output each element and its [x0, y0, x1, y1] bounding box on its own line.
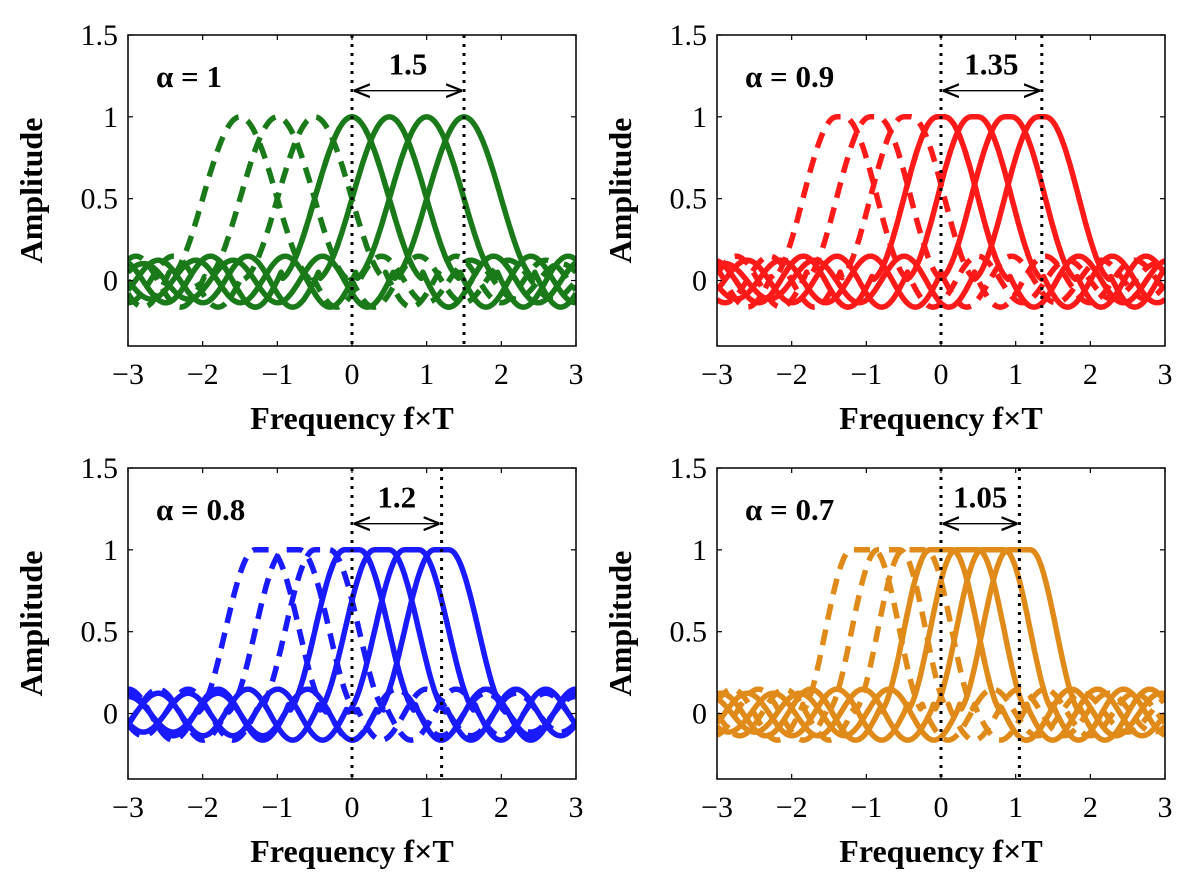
- solid-series-1: [717, 547, 1165, 743]
- x-tick-label: 0: [345, 358, 360, 391]
- panel-alpha-0.7: −3 −2 −1 0 1 2 3 0 0.5 1 1.5 Frequency f×T Amplitude…: [602, 452, 1173, 869]
- y-axis-label: Amplitude: [602, 551, 638, 697]
- alpha-label: α = 0.7: [745, 492, 834, 527]
- x-tick-label: −1: [850, 791, 882, 824]
- y-tick-label: 1.5: [670, 452, 708, 485]
- x-axis-label: Frequency f×T: [839, 833, 1042, 869]
- x-tick-label: 0: [345, 791, 360, 824]
- y-axis-label: Amplitude: [13, 118, 49, 264]
- x-axis-label: Frequency f×T: [839, 400, 1042, 436]
- x-tick-label: 1: [1008, 358, 1023, 391]
- y-axis-label: Amplitude: [602, 118, 638, 264]
- x-tick-label: 3: [569, 791, 584, 824]
- x-tick-label: 1: [419, 358, 434, 391]
- solid-series-3: [717, 547, 1165, 743]
- panel-alpha-0.8: −3 −2 −1 0 1 2 3 0 0.5 1 1.5 Frequency f×T Amplitude…: [13, 452, 584, 869]
- x-tick-label: 3: [1158, 791, 1173, 824]
- dashed-series-1: [128, 547, 576, 743]
- y-tick-label: 0: [692, 698, 707, 731]
- x-tick-label: −3: [112, 791, 144, 824]
- x-tick-label: −3: [701, 358, 733, 391]
- span-label: 1.05: [953, 480, 1007, 515]
- solid-series-1: [717, 114, 1165, 310]
- x-tick-label: −1: [261, 358, 293, 391]
- y-tick-label: 1: [103, 101, 118, 134]
- x-tick-label: −3: [112, 358, 144, 391]
- panel-alpha-0.9: −3 −2 −1 0 1 2 3 0 0.5 1 1.5 Frequency f×T Amplitude…: [602, 19, 1173, 436]
- x-tick-label: 1: [419, 791, 434, 824]
- y-tick-label: 1: [103, 534, 118, 567]
- x-tick-label: 2: [1083, 358, 1098, 391]
- x-tick-label: 3: [569, 358, 584, 391]
- plot-area: [717, 547, 1165, 743]
- x-tick-label: 0: [934, 791, 949, 824]
- y-tick-label: 0.5: [670, 183, 708, 216]
- y-tick-label: 1.5: [81, 19, 119, 52]
- x-axis-label: Frequency f×T: [250, 400, 453, 436]
- alpha-label: α = 1: [156, 59, 222, 94]
- span-label: 1.5: [389, 47, 428, 82]
- x-tick-label: −2: [776, 791, 808, 824]
- x-tick-label: −2: [187, 791, 219, 824]
- x-tick-label: −2: [776, 358, 808, 391]
- x-tick-label: −3: [701, 791, 733, 824]
- alpha-label: α = 0.9: [745, 59, 834, 94]
- x-tick-label: −1: [850, 358, 882, 391]
- x-tick-label: 3: [1158, 358, 1173, 391]
- x-tick-label: 2: [494, 358, 509, 391]
- x-tick-label: 1: [1008, 791, 1023, 824]
- plot-area: [717, 114, 1165, 310]
- solid-series-3: [717, 114, 1165, 310]
- y-tick-label: 0: [103, 265, 118, 298]
- y-tick-label: 1: [692, 101, 707, 134]
- y-tick-label: 0: [103, 698, 118, 731]
- span-label: 1.35: [964, 47, 1018, 82]
- x-tick-label: 2: [494, 791, 509, 824]
- x-tick-label: −1: [261, 791, 293, 824]
- y-tick-label: 0.5: [81, 616, 119, 649]
- solid-series-3: [128, 114, 576, 310]
- y-tick-label: 0.5: [670, 616, 708, 649]
- dashed-series-1: [717, 114, 1165, 310]
- x-tick-label: 2: [1083, 791, 1098, 824]
- solid-series-1: [128, 547, 576, 743]
- y-tick-label: 1.5: [670, 19, 708, 52]
- y-tick-label: 1.5: [81, 452, 119, 485]
- x-axis-label: Frequency f×T: [250, 833, 453, 869]
- y-tick-label: 1: [692, 534, 707, 567]
- span-label: 1.2: [377, 480, 416, 515]
- alpha-label: α = 0.8: [156, 492, 245, 527]
- y-axis-label: Amplitude: [13, 551, 49, 697]
- y-tick-label: 0.5: [81, 183, 119, 216]
- y-tick-label: 0: [692, 265, 707, 298]
- panel-alpha-1: −3 −2 −1 0 1 2 3 0 0.5 1 1.5 Frequency f×T Amplitude…: [13, 19, 584, 436]
- x-tick-label: 0: [934, 358, 949, 391]
- x-tick-label: −2: [187, 358, 219, 391]
